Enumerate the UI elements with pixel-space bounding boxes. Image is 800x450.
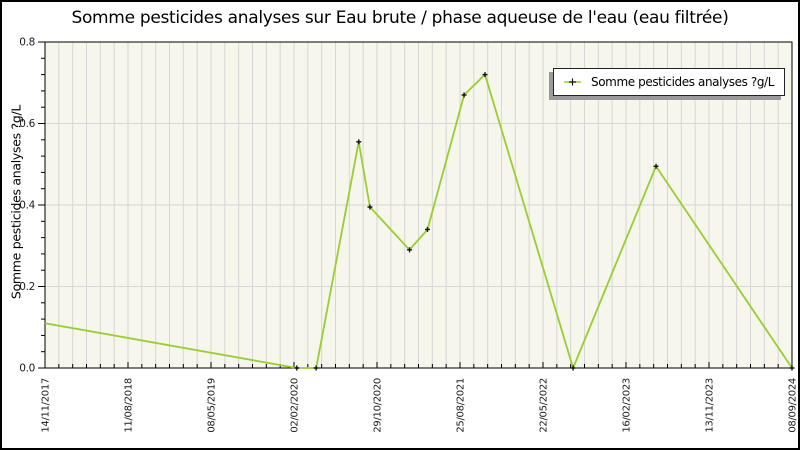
svg-text:0.8: 0.8 <box>19 37 35 49</box>
svg-text:29/10/2020: 29/10/2020 <box>373 378 384 433</box>
svg-text:0.4: 0.4 <box>19 200 35 212</box>
svg-text:08/05/2019: 08/05/2019 <box>207 378 218 433</box>
svg-text:14/11/2017: 14/11/2017 <box>41 378 52 433</box>
chart-title: Somme pesticides analyses sur Eau brute … <box>71 8 729 28</box>
svg-text:0.6: 0.6 <box>19 118 35 130</box>
legend-line-marker-icon <box>564 78 581 86</box>
svg-text:22/05/2022: 22/05/2022 <box>539 378 550 433</box>
svg-text:16/02/2023: 16/02/2023 <box>622 378 633 433</box>
svg-text:0.2: 0.2 <box>19 281 35 293</box>
svg-text:02/02/2020: 02/02/2020 <box>290 378 301 433</box>
svg-text:08/09/2024: 08/09/2024 <box>788 378 799 433</box>
legend: Somme pesticides analyses ?g/L <box>553 68 785 96</box>
svg-text:0.0: 0.0 <box>19 363 35 375</box>
svg-text:11/08/2018: 11/08/2018 <box>124 378 135 433</box>
svg-text:13/11/2023: 13/11/2023 <box>705 378 716 433</box>
legend-label: Somme pesticides analyses ?g/L <box>591 75 774 89</box>
svg-text:25/08/2021: 25/08/2021 <box>456 378 467 433</box>
